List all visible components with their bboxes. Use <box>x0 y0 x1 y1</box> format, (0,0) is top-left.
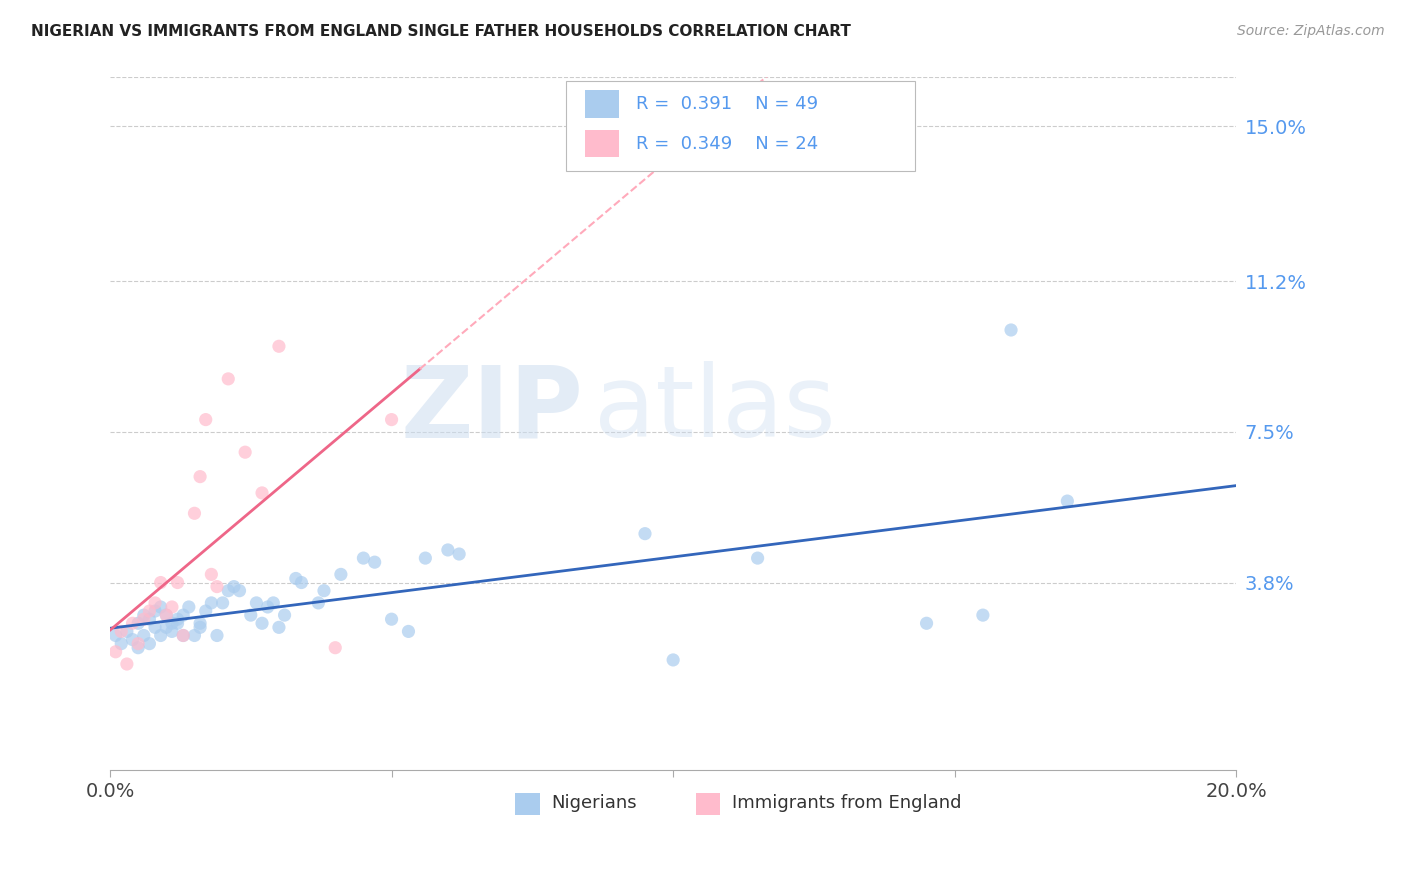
FancyBboxPatch shape <box>516 793 540 815</box>
Point <box>211 596 233 610</box>
Point <box>110 624 132 639</box>
FancyBboxPatch shape <box>696 793 720 815</box>
Point <box>363 555 385 569</box>
Point <box>138 604 160 618</box>
Point <box>222 580 245 594</box>
Point <box>323 640 346 655</box>
Point <box>132 612 155 626</box>
Point <box>132 608 155 623</box>
Point <box>127 616 149 631</box>
Point <box>380 612 402 626</box>
Text: atlas: atlas <box>595 361 837 458</box>
Text: R =  0.349    N = 24: R = 0.349 N = 24 <box>636 135 818 153</box>
Text: Nigerians: Nigerians <box>551 794 637 812</box>
Point <box>972 608 994 623</box>
Point <box>352 551 374 566</box>
Point <box>104 645 127 659</box>
Point <box>143 596 166 610</box>
Point <box>155 620 177 634</box>
Point <box>194 412 217 426</box>
Point <box>205 628 228 642</box>
Point <box>449 547 471 561</box>
Point <box>104 628 127 642</box>
FancyBboxPatch shape <box>585 90 619 118</box>
Point <box>183 506 205 520</box>
FancyBboxPatch shape <box>585 130 619 158</box>
Point <box>188 620 211 634</box>
Point <box>245 596 267 610</box>
Point <box>172 628 194 642</box>
Point <box>307 596 329 610</box>
Point <box>256 599 278 614</box>
Text: NIGERIAN VS IMMIGRANTS FROM ENGLAND SINGLE FATHER HOUSEHOLDS CORRELATION CHART: NIGERIAN VS IMMIGRANTS FROM ENGLAND SING… <box>31 24 851 39</box>
Point <box>915 616 938 631</box>
Point <box>267 620 290 634</box>
Point <box>1056 494 1078 508</box>
Point <box>115 657 138 671</box>
Point <box>166 616 188 631</box>
FancyBboxPatch shape <box>567 81 915 171</box>
Point <box>217 583 239 598</box>
Point <box>155 608 177 623</box>
Point <box>380 412 402 426</box>
Point <box>273 608 295 623</box>
Point <box>262 596 284 610</box>
Point <box>1000 323 1022 337</box>
Point <box>138 612 160 626</box>
Point <box>329 567 352 582</box>
Point <box>239 608 262 623</box>
Point <box>160 599 183 614</box>
Point <box>160 616 183 631</box>
Point <box>217 372 239 386</box>
Point <box>155 608 177 623</box>
Point <box>267 339 290 353</box>
Text: ZIP: ZIP <box>401 361 583 458</box>
Point <box>228 583 250 598</box>
Point <box>149 628 172 642</box>
Point <box>437 543 460 558</box>
Point <box>312 583 335 598</box>
Point <box>172 608 194 623</box>
Point <box>172 628 194 642</box>
Point <box>250 616 273 631</box>
Point <box>166 575 188 590</box>
Text: R =  0.391    N = 49: R = 0.391 N = 49 <box>636 95 818 112</box>
Point <box>634 526 657 541</box>
Point <box>200 596 222 610</box>
Text: Immigrants from England: Immigrants from England <box>731 794 962 812</box>
Point <box>110 637 132 651</box>
Point <box>415 551 437 566</box>
Point <box>200 567 222 582</box>
Point <box>194 604 217 618</box>
Point <box>127 640 149 655</box>
Point <box>250 486 273 500</box>
Point <box>284 572 307 586</box>
Point <box>121 632 143 647</box>
Point <box>132 628 155 642</box>
Point <box>121 616 143 631</box>
Point <box>290 575 312 590</box>
Point <box>149 575 172 590</box>
Point <box>166 612 188 626</box>
Point <box>143 604 166 618</box>
Point <box>138 637 160 651</box>
Point <box>143 620 166 634</box>
Point <box>115 624 138 639</box>
Text: Source: ZipAtlas.com: Source: ZipAtlas.com <box>1237 24 1385 38</box>
Point <box>188 616 211 631</box>
Point <box>398 624 420 639</box>
Point <box>188 469 211 483</box>
Point <box>662 653 685 667</box>
Point <box>183 628 205 642</box>
Point <box>233 445 256 459</box>
Point <box>747 551 769 566</box>
Point <box>127 637 149 651</box>
Point <box>177 599 200 614</box>
Point <box>160 624 183 639</box>
Point <box>149 599 172 614</box>
Point <box>205 580 228 594</box>
